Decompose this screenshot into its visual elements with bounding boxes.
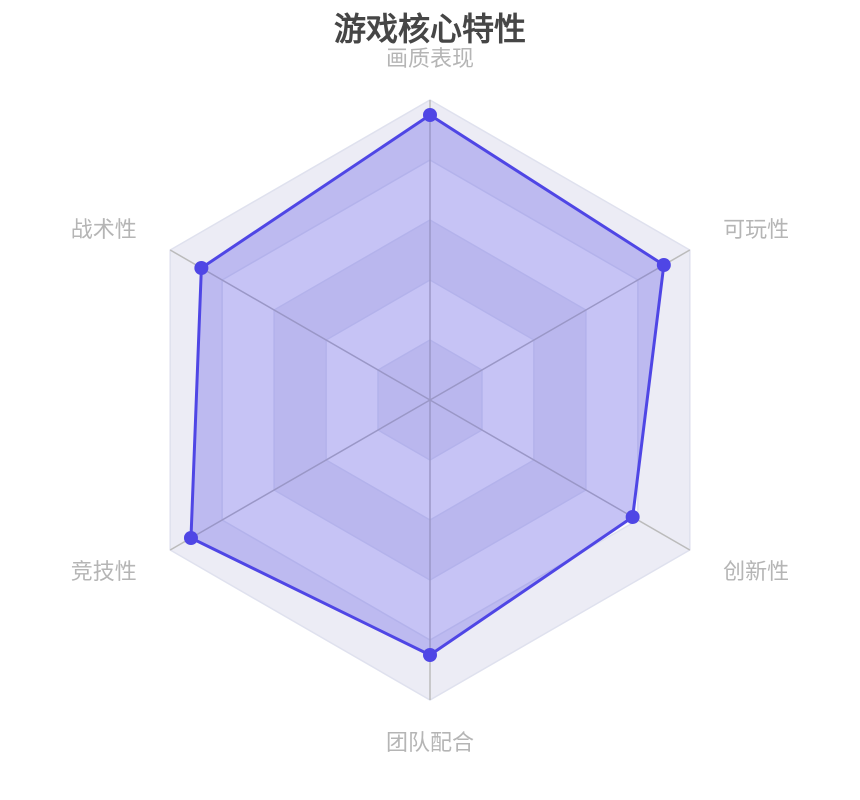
axis-line	[169, 249, 431, 401]
axis-line	[429, 399, 691, 551]
axis-line	[429, 249, 691, 401]
indicator-label: 团队配合	[386, 731, 474, 756]
indicator-label: 创新性	[723, 560, 789, 585]
data-point	[423, 108, 437, 122]
data-point	[656, 258, 671, 272]
data-point	[625, 510, 640, 524]
data-point	[423, 648, 437, 662]
indicator-label: 可玩性	[723, 218, 789, 243]
data-point	[194, 261, 209, 275]
indicator-label: 竞技性	[71, 560, 137, 585]
data-point	[183, 531, 198, 545]
chart-title: 游戏核心特性	[333, 10, 526, 48]
indicator-label: 画质表现	[386, 47, 474, 72]
indicator-label: 战术性	[71, 218, 137, 243]
axis-line	[169, 399, 431, 551]
